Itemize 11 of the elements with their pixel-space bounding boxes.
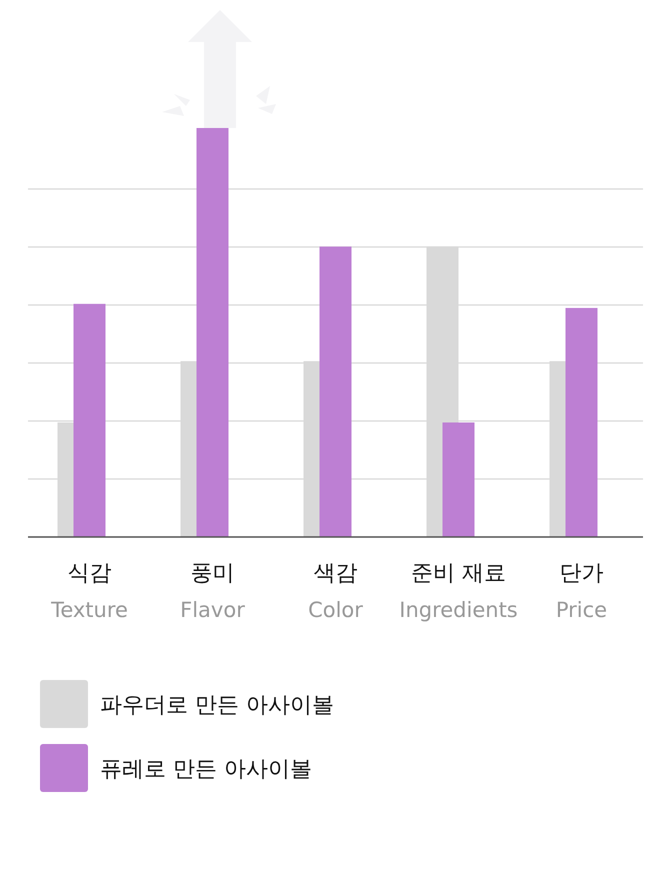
x-tick-label: 준비 재료 Ingredients — [399, 561, 518, 622]
bar — [566, 308, 598, 537]
x-tick-label: 색감 Color — [308, 561, 364, 622]
x-tick-label: 단가 Price — [556, 561, 608, 622]
x-tick-label: 식감 Texture — [50, 561, 128, 622]
bar — [74, 304, 106, 537]
legend-label: 파우더로 만든 아사이볼 — [100, 693, 334, 718]
legend-label: 퓨레로 만든 아사이볼 — [100, 757, 312, 782]
x-tick-label: 풍미 Flavor — [180, 561, 246, 622]
bar — [320, 246, 352, 537]
bar — [442, 422, 474, 537]
